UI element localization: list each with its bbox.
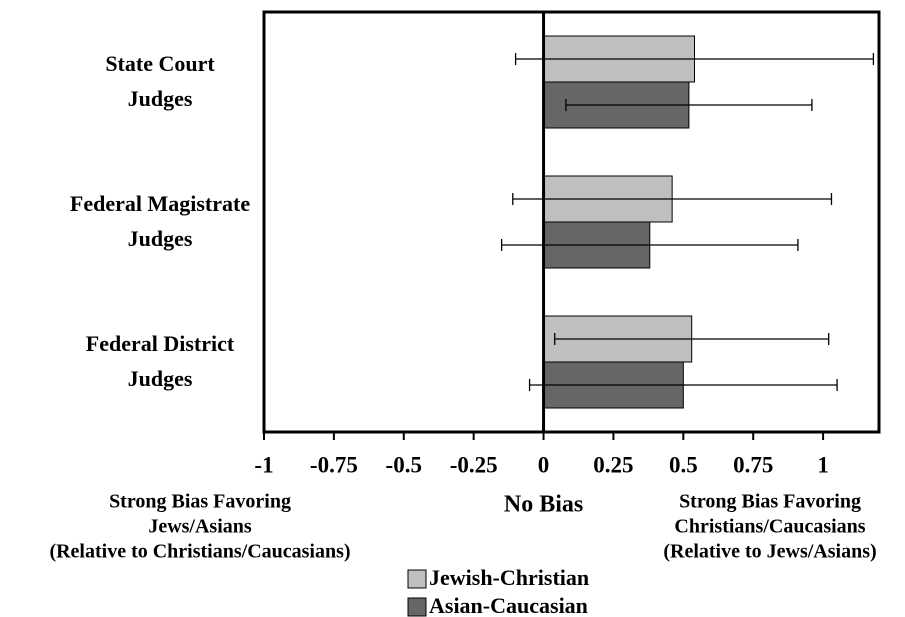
annotation: No Bias	[504, 492, 583, 518]
x-tick-label: -1	[254, 452, 273, 477]
x-tick-label: -0.75	[310, 452, 358, 477]
legend-label: Jewish-Christian	[429, 565, 589, 590]
category-label: Judges	[128, 226, 193, 251]
category-label: Federal Magistrate	[70, 191, 250, 216]
x-tick-label: 0.5	[669, 452, 698, 477]
category-label: State Court	[105, 51, 215, 76]
category-label: Judges	[128, 366, 193, 391]
legend-swatch	[407, 569, 427, 589]
legend-label: Asian-Caucasian	[429, 593, 588, 617]
plot-frame	[262, 10, 881, 434]
category-label: Federal District	[86, 331, 235, 356]
x-tick-label: -0.25	[450, 452, 498, 477]
x-tick-label: 0.25	[593, 452, 633, 477]
annotation: (Relative to Christians/Caucasians)	[49, 541, 350, 563]
annotation: (Relative to Jews/Asians)	[663, 541, 876, 563]
annotation: Strong Bias Favoring	[679, 491, 861, 513]
legend-swatch	[407, 597, 427, 617]
x-tick-label: 1	[817, 452, 829, 477]
x-tick-label: 0	[538, 452, 550, 477]
annotation: Jews/Asians	[148, 516, 252, 538]
annotation: Strong Bias Favoring	[109, 491, 291, 513]
annotation: Christians/Caucasians	[674, 516, 865, 538]
category-label: Judges	[128, 86, 193, 111]
x-tick-label: -0.5	[386, 452, 422, 477]
x-tick-label: 0.75	[733, 452, 773, 477]
